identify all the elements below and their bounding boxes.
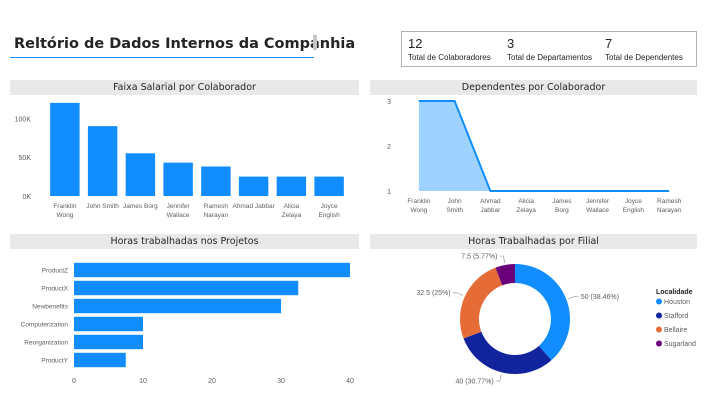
bar xyxy=(74,262,350,278)
data-label: 7.5 (5.77%) xyxy=(461,254,497,261)
y-tick-label: Reorganization xyxy=(24,340,68,347)
donut-slice xyxy=(463,331,552,374)
y-tick-label: ProductZ xyxy=(42,268,68,275)
x-tick-label: 30 xyxy=(277,378,285,385)
kpi-value: 7 xyxy=(605,36,613,51)
bar xyxy=(238,176,269,196)
x-tick-label: Ahmad Jabbar xyxy=(480,198,501,214)
kpi-value: 12 xyxy=(408,36,423,51)
chart-body: 50 (38.46%) 40 (30.77%) 32.5 (25%) 7.5 (5.7… xyxy=(370,249,697,395)
kpi-label: Total de Dependentes xyxy=(605,53,683,62)
donut-slice xyxy=(460,267,503,339)
x-tick-label: Franklin Wong xyxy=(407,198,431,214)
x-tick-label: Jennifer Wallace xyxy=(167,203,191,219)
dependents-chart: 1 2 3 Franklin Wong John Smith Ahmad Jabbar Alici… xyxy=(387,99,682,214)
x-tick-label: Alicia Zelaya xyxy=(516,198,536,214)
projects-chart-panel[interactable]: Horas trabalhadas nos Projetos ProductZ P… xyxy=(10,234,359,395)
kpi-total-dependentes: 7 Total de Dependentes xyxy=(605,36,683,62)
x-tick-label: 0 xyxy=(72,378,76,385)
x-tick-label: Franklin Wong xyxy=(53,203,77,219)
legend-item: Stafford xyxy=(664,313,688,320)
kpi-total-colaboradores: 12 Total de Colaboradores xyxy=(408,36,491,62)
chart-body: 0K 50K 100K Franklin Wong John Smith James Bor… xyxy=(10,95,359,225)
y-tick-label: 2 xyxy=(387,144,391,151)
x-tick-label: Jennifer Wallace xyxy=(586,198,610,214)
x-tick-label: Ramesh Narayan xyxy=(204,203,229,219)
legend-marker xyxy=(656,312,662,319)
kpi-label: Total de Colaboradores xyxy=(408,53,491,62)
bar xyxy=(50,102,80,196)
bar xyxy=(314,176,344,196)
x-tick-label: James Borg xyxy=(552,198,572,214)
chart-title: Horas Trabalhadas por Filial xyxy=(468,236,599,247)
x-tick-label: 10 xyxy=(139,378,147,385)
bar xyxy=(74,280,299,296)
chart-body: 1 2 3 Franklin Wong John Smith Ahmad Jabbar Alici… xyxy=(370,95,697,225)
bar xyxy=(74,352,126,368)
projects-chart: ProductZ ProductX Newbenefits Computerizati… xyxy=(21,262,354,385)
bar xyxy=(74,298,281,314)
y-tick-label: 100K xyxy=(15,116,32,123)
bar xyxy=(201,166,231,196)
leader-line xyxy=(452,292,464,296)
y-tick-label: ProductY xyxy=(41,358,68,365)
chart-body: ProductZ ProductX Newbenefits Computerizati… xyxy=(10,249,359,395)
bar xyxy=(74,316,143,332)
x-tick-label: Ahmad Jabbar xyxy=(232,203,275,210)
kpi-total-departamentos: 3 Total de Departamentos xyxy=(507,36,592,62)
x-tick-label: John Smith xyxy=(446,198,463,214)
title-underline xyxy=(10,57,314,58)
kpi-value: 3 xyxy=(507,36,515,51)
x-tick-label: Ramesh Narayan xyxy=(657,198,682,214)
x-tick-label: John Smith xyxy=(86,203,119,210)
chart-title: Dependentes por Colaborador xyxy=(461,82,606,93)
salary-chart-panel[interactable]: Faixa Salarial por Colaborador 0K 50K 100K… xyxy=(10,80,359,225)
y-tick-label: 1 xyxy=(387,189,391,196)
x-tick-label: 20 xyxy=(208,378,216,385)
y-tick-label: Computerization xyxy=(21,322,69,329)
x-tick-label: Joyce English xyxy=(623,198,645,214)
y-tick-label: Newbenefits xyxy=(32,304,69,311)
bar xyxy=(87,126,118,196)
y-tick-label: 0K xyxy=(22,194,31,201)
x-tick-label: 40 xyxy=(346,378,354,385)
data-label: 32.5 (25%) xyxy=(416,290,450,297)
legend-item: Sugarland xyxy=(664,341,696,348)
salary-chart: 0K 50K 100K Franklin Wong John Smith James Bor… xyxy=(15,102,344,219)
chart-title: Horas trabalhadas nos Projetos xyxy=(110,236,259,247)
y-tick-label: 50K xyxy=(19,155,32,162)
x-tick-label: Joyce English xyxy=(318,203,340,219)
title-cursor xyxy=(313,35,317,50)
chart-title: Faixa Salarial por Colaborador xyxy=(113,82,256,93)
series-line xyxy=(418,100,670,192)
leader-line xyxy=(495,374,502,382)
kpi-label: Total de Departamentos xyxy=(507,53,592,62)
legend-marker xyxy=(656,340,662,347)
bar xyxy=(74,334,143,350)
legend-item: Houston xyxy=(664,299,690,306)
branch-chart: 50 (38.46%) 40 (30.77%) 32.5 (25%) 7.5 (5.7… xyxy=(416,254,696,386)
x-tick-label: Alicia Zelaya xyxy=(282,203,302,219)
donut-slice xyxy=(495,264,515,286)
y-tick-label: 3 xyxy=(387,99,391,106)
x-tick-label: James Borg xyxy=(123,203,158,210)
branch-chart-panel[interactable]: Horas Trabalhadas por Filial 50 (38.46%)… xyxy=(370,234,697,395)
data-label: 40 (30.77%) xyxy=(456,379,494,386)
bar xyxy=(125,153,156,196)
leader-line xyxy=(568,295,579,300)
legend-marker xyxy=(656,326,662,333)
legend-title: Localidade xyxy=(656,289,693,296)
legend-marker xyxy=(656,298,662,305)
legend-item: Bellaire xyxy=(664,327,687,334)
area-fill xyxy=(418,101,670,191)
kpi-card[interactable]: 12 Total de Colaboradores 3 Total de Dep… xyxy=(401,31,697,67)
dependents-chart-panel[interactable]: Dependentes por Colaborador 1 2 3 Franklin W… xyxy=(370,80,697,225)
leader-line xyxy=(499,255,506,263)
donut-slice xyxy=(515,264,570,361)
bar xyxy=(163,162,193,196)
y-tick-label: ProductX xyxy=(41,286,68,293)
page-title: Reltório de Dados Internos da Companhia xyxy=(14,36,356,52)
data-label: 50 (38.46%) xyxy=(581,294,619,301)
bar xyxy=(276,176,307,196)
